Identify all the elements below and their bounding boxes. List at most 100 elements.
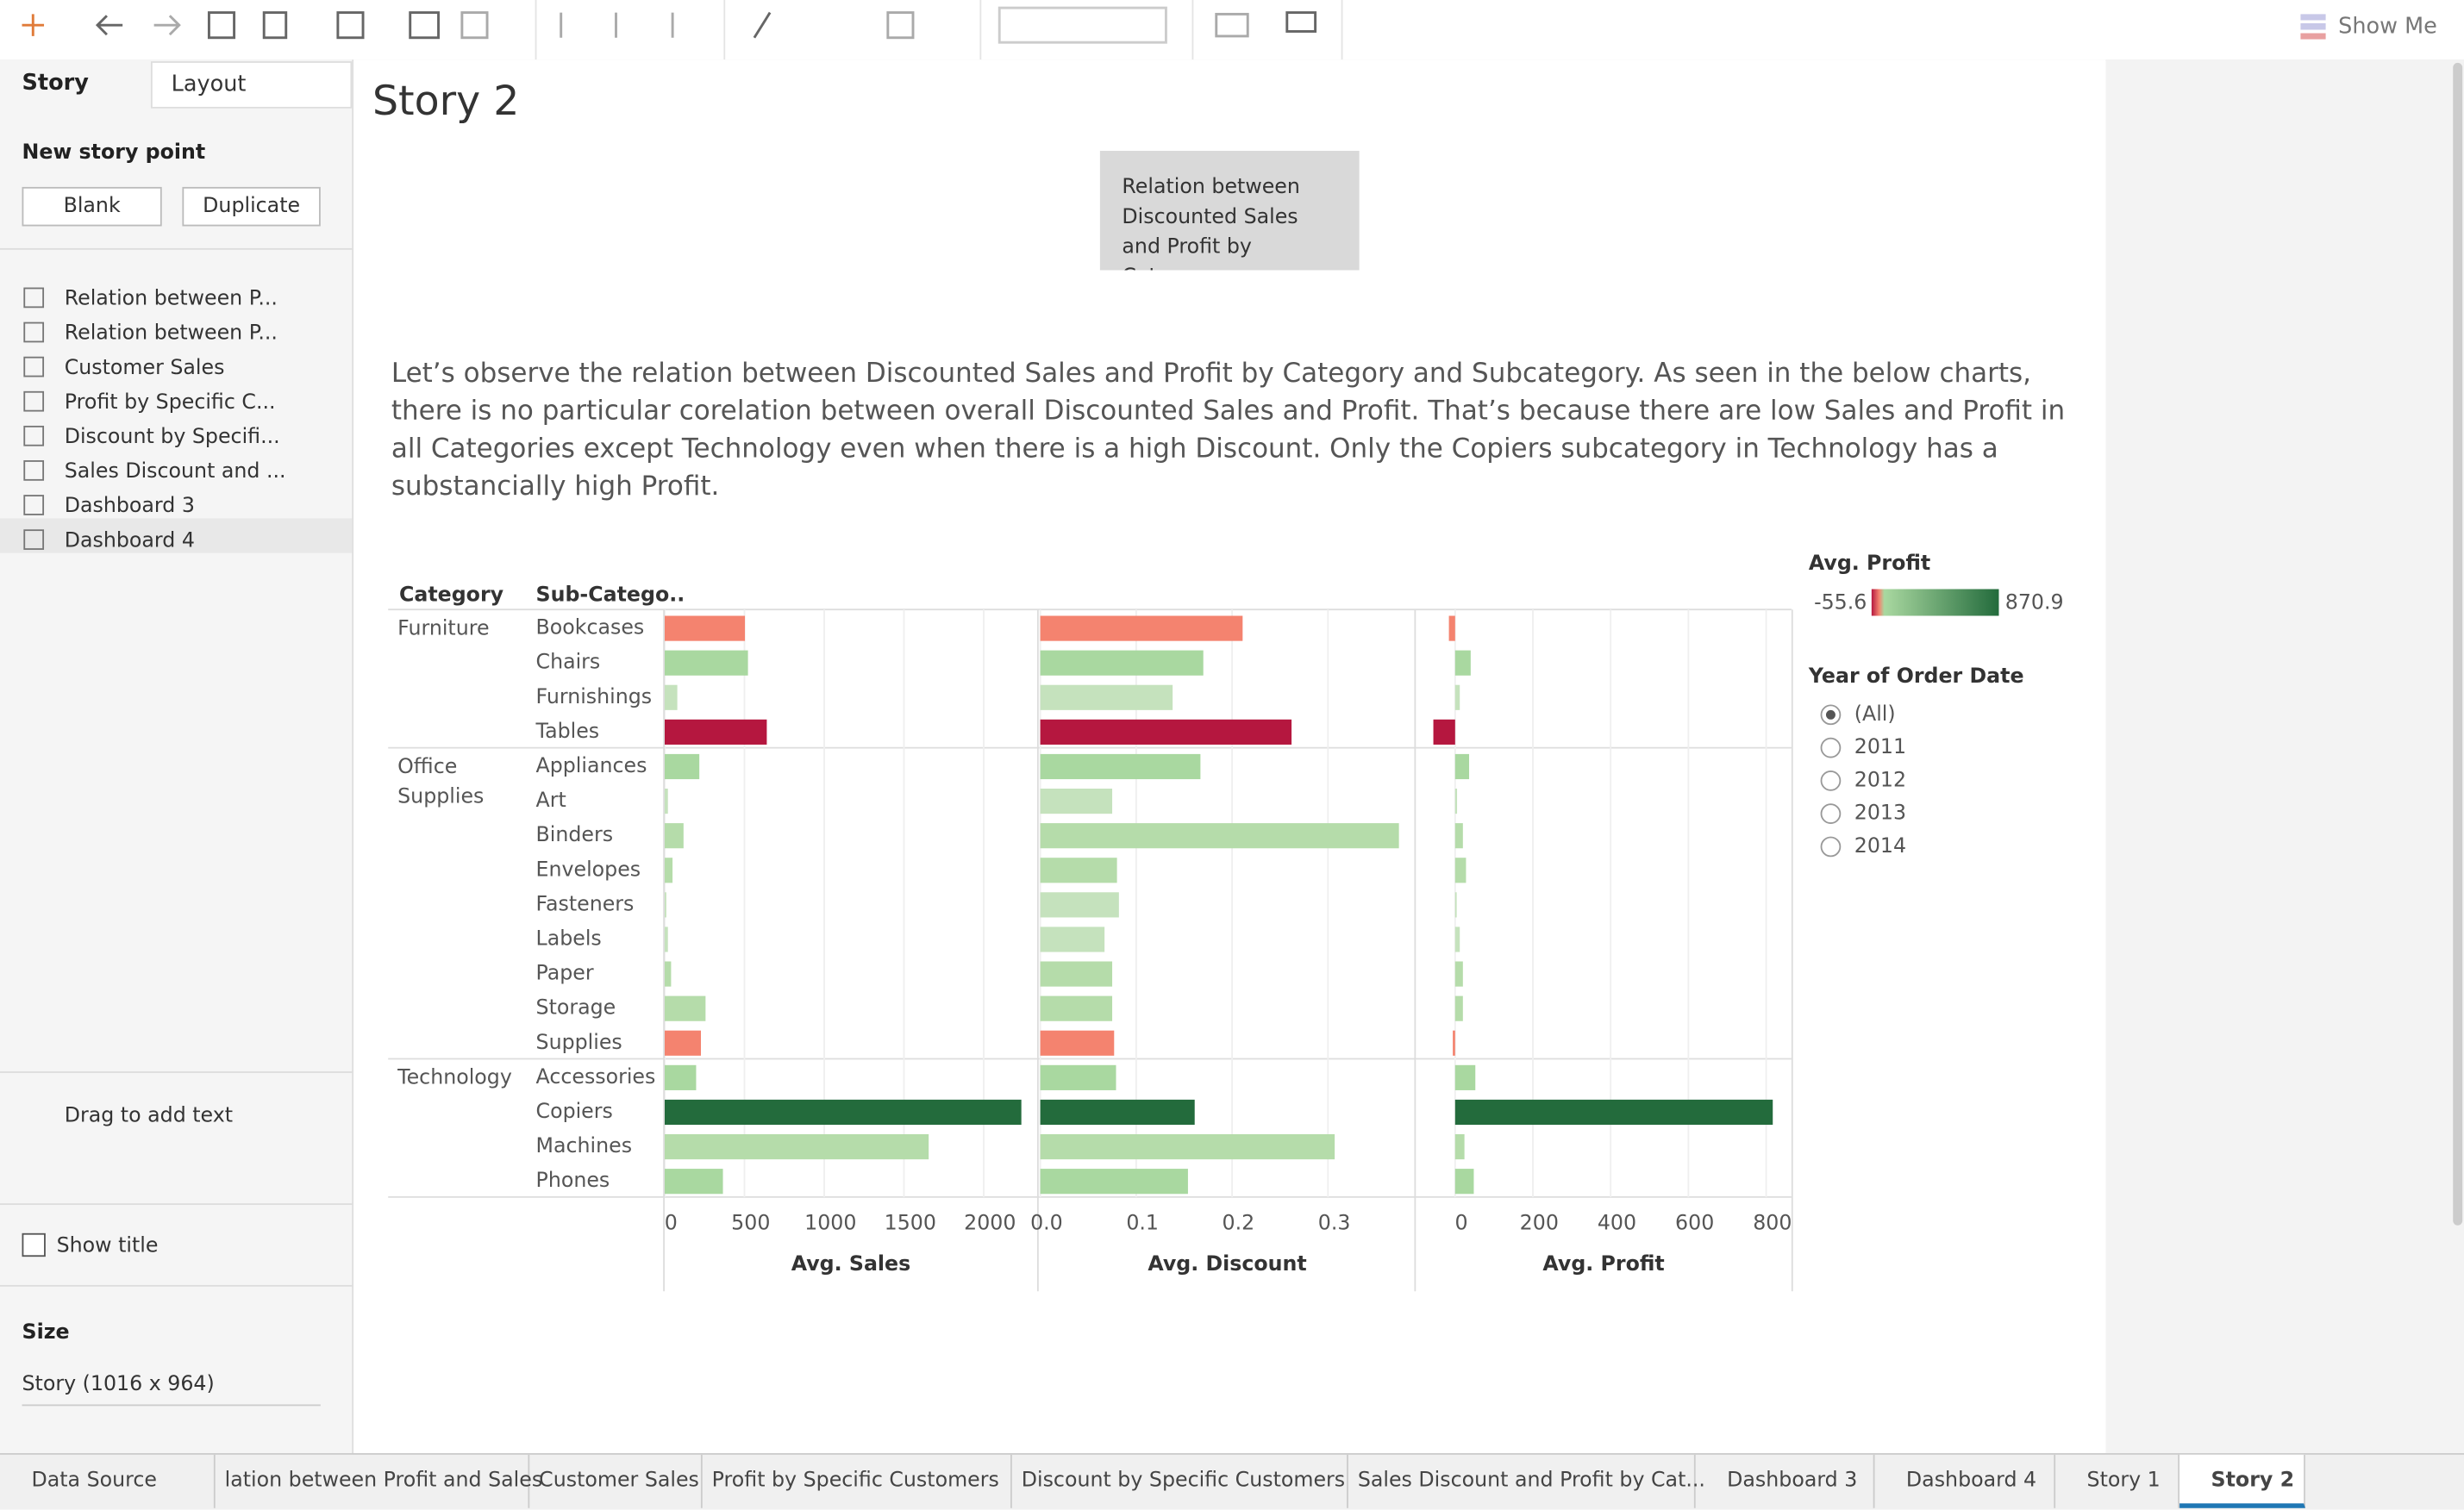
radio-dot [1825, 709, 1835, 720]
x-tick-label: 1000 [804, 1210, 856, 1234]
row-label: Art [536, 788, 566, 812]
selected-row [0, 518, 353, 553]
bar [665, 961, 672, 987]
story-point[interactable]: Relation between P... [64, 321, 278, 346]
row-label: Chairs [536, 650, 601, 674]
sheet-tab[interactable]: Profit by Specific Customers [703, 1454, 1012, 1508]
bar [1454, 788, 1458, 814]
caption[interactable]: Relation between Discounted Sales and Pr… [1099, 150, 1360, 271]
show-me-icon [2300, 14, 2326, 40]
divider [0, 247, 353, 250]
x-tick-label: 0.3 [1318, 1210, 1351, 1234]
button[interactable]: Blank [22, 186, 162, 227]
point-icon [23, 495, 45, 515]
x-tick-label: 400 [1598, 1210, 1636, 1234]
story-point[interactable]: Relation between P... [64, 287, 278, 311]
legend-min: -55.6 [1814, 590, 1867, 614]
bar [665, 753, 700, 780]
story-point[interactable]: Dashboard 3 [64, 495, 195, 519]
bar [1040, 684, 1173, 710]
column-header: Sub-Catego.. [536, 582, 685, 606]
story-title: Story 2 [372, 78, 520, 126]
row-label: Tables [535, 719, 600, 743]
bar [1040, 788, 1113, 814]
row-label: Accessories [536, 1064, 656, 1089]
sidebar [0, 59, 354, 1453]
axis-label: Avg. Sales [791, 1251, 910, 1276]
row-label: Supplies [536, 1030, 622, 1054]
bar [1040, 823, 1399, 849]
row-label: Paper [536, 961, 594, 985]
bar [665, 823, 684, 849]
sheet-tab[interactable]: Customer Sales [529, 1454, 703, 1508]
size-select[interactable]: Story (1016 x 964) [22, 1373, 321, 1407]
row-label: Appliances [536, 753, 647, 777]
story-point[interactable]: Discount by Specifi... [64, 425, 280, 450]
bar [665, 1133, 929, 1160]
bar [1454, 995, 1463, 1021]
column-header: Category [399, 582, 504, 606]
story-tab[interactable]: Story [22, 71, 89, 97]
row-label: Binders [536, 822, 614, 846]
sheet-tab[interactable]: Data Source [0, 1454, 216, 1508]
canvas-margin [2105, 59, 2464, 1453]
bar [1453, 1030, 1455, 1056]
radio [1820, 737, 1842, 758]
sheet-tab[interactable]: Story 2 [2179, 1454, 2305, 1508]
row-label: Furnishings [536, 684, 653, 708]
story-point[interactable]: Profit by Specific C... [64, 390, 276, 415]
sheet-tab[interactable]: Dashboard 4 [1874, 1454, 2056, 1508]
row-label: Bookcases [536, 615, 645, 640]
x-tick-label: 0 [1455, 1210, 1468, 1234]
bar [1040, 892, 1119, 918]
x-tick-label: 2000 [964, 1210, 1016, 1234]
scrollbar[interactable] [2453, 62, 2463, 1226]
bar [1454, 650, 1471, 676]
story-point[interactable]: Sales Discount and ... [64, 460, 286, 484]
show-me-button[interactable]: Show Me [2338, 14, 2437, 40]
filter-option: (All) [1854, 702, 1896, 726]
bar [1454, 858, 1467, 883]
divider [0, 1284, 353, 1287]
point-icon [23, 529, 45, 550]
sheet-tab[interactable]: Dashboard 3 [1696, 1454, 1875, 1508]
bar [1433, 719, 1455, 745]
bar [1454, 1169, 1474, 1195]
bar [1448, 615, 1455, 641]
drag-text[interactable]: Drag to add text [64, 1104, 234, 1128]
point-icon [23, 321, 45, 343]
x-tick-label: 1500 [885, 1210, 936, 1234]
bar [1454, 1133, 1465, 1160]
layout-tab[interactable]: Layout [150, 61, 353, 109]
bar [665, 995, 706, 1021]
sheet-tab[interactable]: Sales Discount and Profit by Cat... [1348, 1454, 1705, 1508]
bar [665, 650, 748, 676]
bar [1454, 1064, 1476, 1090]
bar [665, 684, 678, 710]
paragraph: Let’s observe the relation between Disco… [391, 358, 2066, 503]
bar [665, 1064, 697, 1090]
sheet-tab[interactable]: Discount by Specific Customers [1012, 1454, 1348, 1508]
section-title: New story point [22, 141, 206, 165]
sheet-tab[interactable]: Story 1 [2055, 1454, 2180, 1508]
row-label: Copiers [536, 1099, 613, 1123]
story-point[interactable]: Customer Sales [64, 356, 225, 381]
button[interactable]: Duplicate [182, 186, 321, 227]
filter-option: 2014 [1854, 833, 1906, 858]
story-point[interactable]: Dashboard 4 [64, 529, 195, 553]
sheet-tab[interactable]: lation between Profit and Sales [216, 1454, 542, 1508]
bar [665, 1099, 1022, 1126]
divider [0, 1203, 353, 1206]
checkbox[interactable] [22, 1232, 46, 1257]
bar [1454, 753, 1470, 780]
point-icon [23, 390, 45, 412]
show-title[interactable]: Show title [56, 1234, 159, 1258]
x-tick-label: 200 [1520, 1210, 1559, 1234]
toolbar-icons [22, 0, 1343, 60]
legend-title: Avg. Profit [1809, 551, 1930, 575]
sheet-tabs: Data Source lation between Profit and Sal… [0, 1452, 2464, 1510]
bar [1040, 1169, 1188, 1195]
bar [1040, 615, 1243, 641]
legend-ramp [1871, 589, 1999, 616]
